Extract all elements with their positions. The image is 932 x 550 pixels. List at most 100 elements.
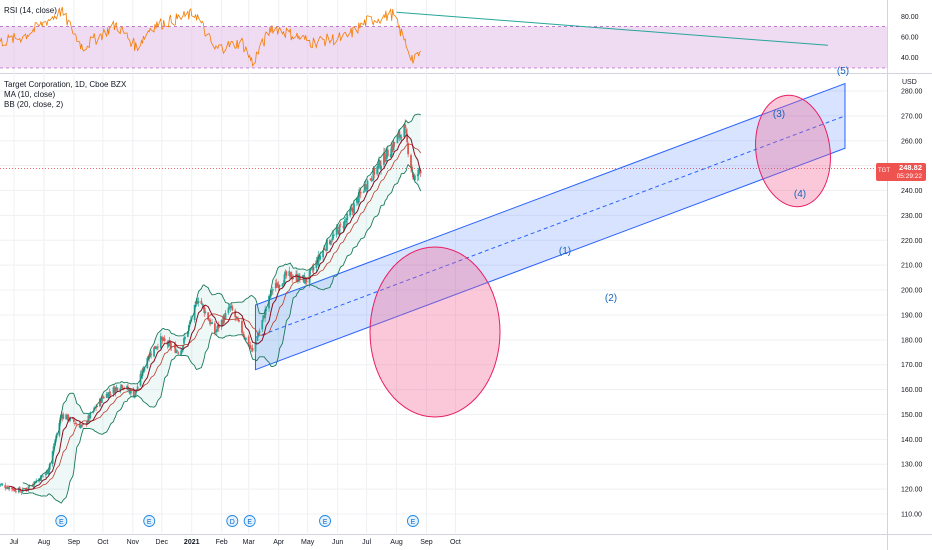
candle-body — [24, 489, 27, 491]
candle-body — [335, 227, 338, 235]
candle-body — [370, 178, 373, 180]
time-tick-label: Feb — [216, 539, 228, 546]
candle-body — [274, 283, 277, 289]
candle-body — [150, 353, 153, 356]
candle-body — [39, 478, 41, 481]
candle-body — [282, 283, 285, 285]
candle-body — [19, 491, 22, 493]
candle-body — [312, 266, 315, 271]
candle-body — [140, 374, 143, 376]
candle-body — [101, 397, 104, 398]
rsi-tick-label: 80.00 — [901, 14, 919, 21]
candle-body — [224, 312, 227, 320]
candle-body — [128, 389, 130, 391]
time-tick-label: Sep — [420, 539, 433, 546]
candle-body — [357, 192, 360, 203]
elliott-wave-1-label: (1) — [559, 246, 571, 257]
candle-body — [238, 319, 240, 322]
candle-body — [407, 143, 410, 155]
elliott-wave-2-label: (2) — [605, 293, 617, 304]
candle-body — [95, 406, 97, 408]
candle-body — [316, 260, 319, 265]
candle-body — [6, 487, 9, 489]
candle-body — [228, 308, 231, 310]
candle-body — [344, 220, 347, 223]
candle-body — [207, 312, 210, 320]
earnings-marker: E — [55, 515, 68, 527]
event-marker-letter: E — [147, 519, 152, 526]
candle-body — [305, 280, 308, 283]
candle-body — [230, 305, 233, 307]
candle-body — [14, 488, 16, 492]
candle-body — [419, 170, 422, 174]
ma-legend[interactable]: MA (10, close) — [4, 90, 56, 99]
candle-body — [329, 242, 332, 244]
candle-body — [283, 274, 286, 285]
candle-body — [379, 160, 381, 169]
candle-body — [234, 310, 237, 318]
candle-body — [45, 471, 48, 474]
candle-body — [227, 307, 230, 313]
candle-body — [317, 255, 320, 266]
candle-body — [149, 352, 152, 358]
price-tick-label: 150.00 — [901, 412, 923, 419]
candle-body — [102, 397, 105, 399]
candle-body — [337, 230, 340, 235]
candle-body — [263, 315, 266, 319]
candle-body — [134, 390, 137, 396]
candle-body — [393, 142, 396, 144]
event-marker-circle — [319, 515, 331, 527]
rsi-legend[interactable]: RSI (14, close) — [4, 6, 57, 16]
candle-body — [271, 291, 273, 293]
candle-body — [380, 165, 382, 170]
earnings-marker: E — [243, 515, 256, 527]
candle-body — [163, 338, 166, 341]
candle-body — [390, 146, 393, 156]
candle-body — [356, 198, 359, 204]
candle-body — [353, 203, 355, 214]
axes: 110.00 120.00 130.00 140.00 150.00 160.00 170.… — [10, 14, 923, 546]
rsi-legend-label: RSI (14, close) — [4, 6, 57, 15]
candle-body — [52, 446, 55, 452]
candle-body — [79, 425, 82, 429]
highlight-ellipse-right — [755, 94, 831, 208]
symbol-title[interactable]: Target Corporation, 1D, Cboe BZX — [4, 80, 127, 89]
candle-body — [376, 166, 379, 175]
event-marker-circle — [406, 515, 419, 527]
price-tick-label: 160.00 — [901, 387, 923, 394]
candle-body — [8, 487, 11, 490]
main-legend[interactable]: Target Corporation, 1D, Cboe BZX MA (10,… — [4, 80, 126, 110]
candle-body — [404, 124, 407, 128]
candle-body — [311, 268, 314, 270]
candle-body — [369, 179, 372, 180]
candle-body — [291, 277, 294, 280]
candle-body — [372, 168, 375, 181]
candle-body — [378, 159, 381, 166]
candle-body — [356, 197, 358, 203]
candle-body — [25, 489, 28, 491]
candle-body — [384, 152, 386, 163]
candle-body — [177, 352, 180, 354]
candle-body — [349, 210, 352, 216]
candle-body — [182, 344, 184, 350]
candle-body — [405, 129, 408, 134]
candle-body — [413, 175, 416, 181]
candle-body — [343, 221, 346, 230]
candle-body — [292, 278, 295, 279]
candle-body — [377, 164, 380, 169]
candle-body — [4, 485, 7, 488]
candle-body — [396, 135, 399, 144]
price-tick-label: 240.00 — [901, 188, 923, 195]
bb-legend[interactable]: BB (20, close, 2) — [4, 100, 64, 109]
candle-body — [108, 391, 111, 393]
candle-body — [262, 315, 265, 320]
candle-body — [159, 336, 162, 348]
candle-body — [406, 133, 409, 143]
candle-body — [88, 415, 91, 419]
price-tick-label: 210.00 — [901, 263, 923, 270]
candle-body — [116, 387, 119, 391]
event-marker-letter: E — [59, 519, 64, 526]
candle-body — [352, 209, 354, 213]
candle-body — [249, 345, 252, 349]
candle-body — [386, 149, 389, 157]
